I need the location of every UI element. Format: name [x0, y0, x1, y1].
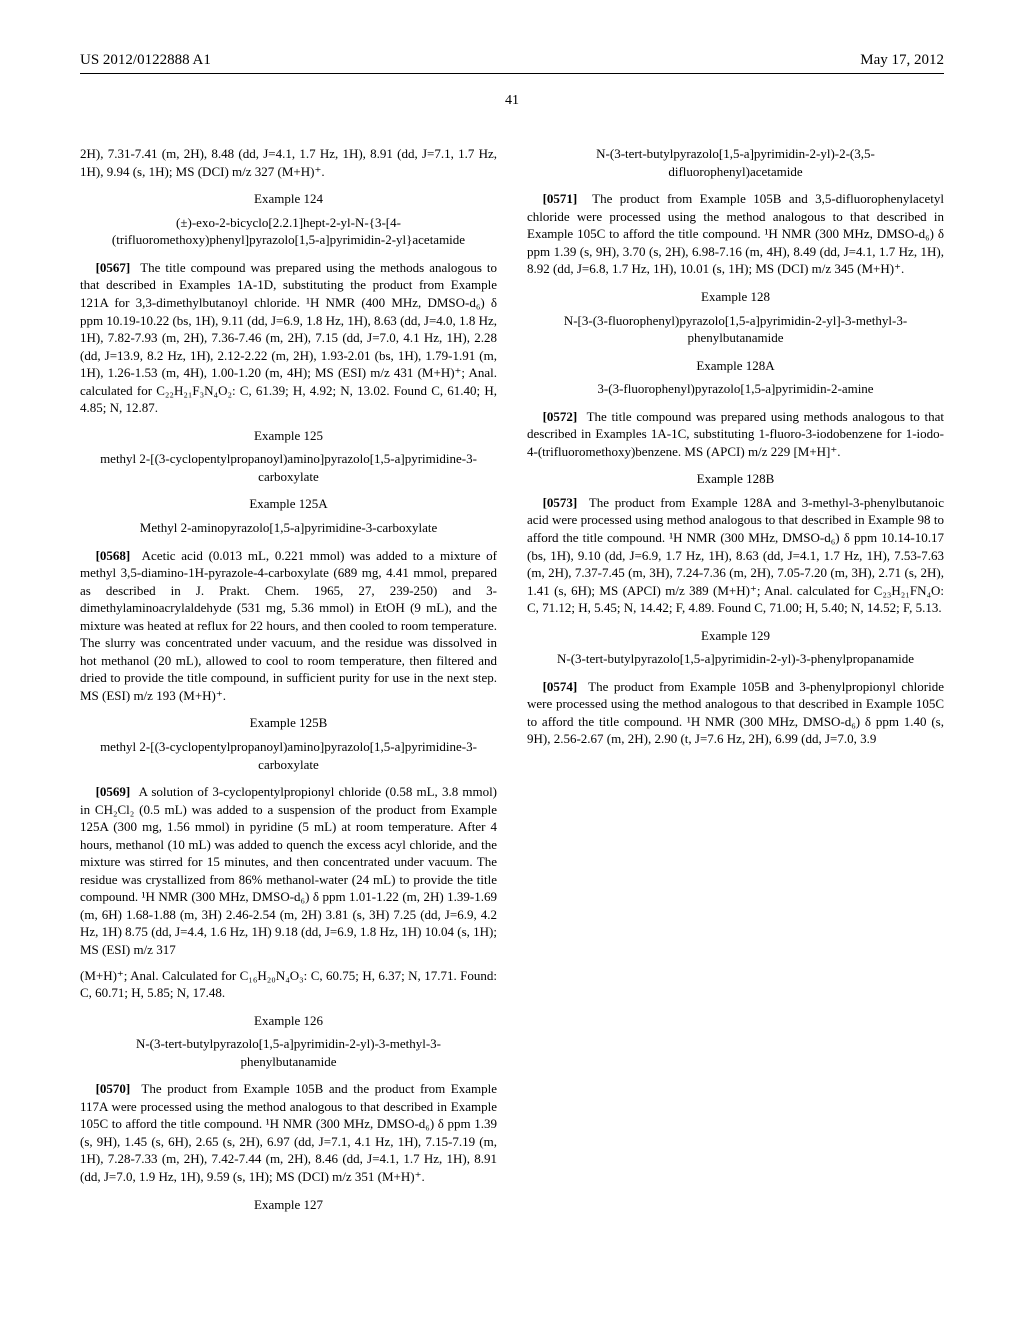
example-title: N-(3-tert-butylpyrazolo[1,5-a]pyrimidin-… — [80, 1035, 497, 1070]
paragraph-0569: [0569] A solution of 3-cyclopentylpropio… — [80, 783, 497, 958]
para-text: The product from Example 128A and 3-meth… — [527, 495, 944, 615]
para-number: [0568] — [96, 548, 131, 563]
example-title: 3-(3-fluorophenyl)pyrazolo[1,5-a]pyrimid… — [527, 380, 944, 398]
example-heading: Example 125A — [80, 495, 497, 513]
publication-number: US 2012/0122888 A1 — [80, 50, 211, 70]
para-text: The product from Example 105B and the pr… — [80, 1081, 497, 1184]
paragraph-0573: [0573] The product from Example 128A and… — [527, 494, 944, 617]
example-heading: Example 125B — [80, 714, 497, 732]
example-heading: Example 128 — [527, 288, 944, 306]
example-heading: Example 129 — [527, 627, 944, 645]
paragraph-0567: [0567] The title compound was prepared u… — [80, 259, 497, 417]
publication-date: May 17, 2012 — [860, 50, 944, 70]
example-title: Methyl 2-aminopyrazolo[1,5-a]pyrimidine-… — [80, 519, 497, 537]
example-title: methyl 2-[(3-cyclopentylpropanoyl)amino]… — [80, 450, 497, 485]
paragraph-0572: [0572] The title compound was prepared u… — [527, 408, 944, 461]
paragraph-0574: [0574] The product from Example 105B and… — [527, 678, 944, 748]
para-number: [0572] — [543, 409, 578, 424]
para-number: [0567] — [96, 260, 131, 275]
example-heading: Example 124 — [80, 190, 497, 208]
para-number: [0570] — [96, 1081, 131, 1096]
example-heading: Example 128A — [527, 357, 944, 375]
example-heading: Example 125 — [80, 427, 497, 445]
para-text: A solution of 3-cyclopentylpropionyl chl… — [80, 784, 497, 957]
paragraph-0568: [0568] Acetic acid (0.013 mL, 0.221 mmol… — [80, 547, 497, 705]
paragraph-0571: [0571] The product from Example 105B and… — [527, 190, 944, 278]
example-title: N-(3-tert-butylpyrazolo[1,5-a]pyrimidin-… — [527, 145, 944, 180]
page-header: US 2012/0122888 A1 May 17, 2012 — [80, 50, 944, 74]
two-column-body: 2H), 7.31-7.41 (m, 2H), 8.48 (dd, J=4.1,… — [80, 145, 944, 1245]
continuation-fragment: (M+H)⁺; Anal. Calculated for C₁₆H₂₀N₄O₃:… — [80, 967, 497, 1002]
para-text: The title compound was prepared using me… — [527, 409, 944, 459]
para-number: [0569] — [96, 784, 131, 799]
example-title: N-(3-tert-butylpyrazolo[1,5-a]pyrimidin-… — [527, 650, 944, 668]
para-number: [0571] — [543, 191, 578, 206]
para-text: The title compound was prepared using th… — [80, 260, 497, 415]
para-text: Acetic acid (0.013 mL, 0.221 mmol) was a… — [80, 548, 497, 703]
example-title: (±)-exo-2-bicyclo[2.2.1]hept-2-yl-N-{3-[… — [80, 214, 497, 249]
example-heading: Example 128B — [527, 470, 944, 488]
paragraph-0570: [0570] The product from Example 105B and… — [80, 1080, 497, 1185]
page-number: 41 — [80, 92, 944, 111]
patent-page: US 2012/0122888 A1 May 17, 2012 41 2H), … — [0, 0, 1024, 1320]
example-heading: Example 127 — [80, 1196, 497, 1214]
para-text: The product from Example 105B and 3,5-di… — [527, 191, 944, 276]
example-heading: Example 126 — [80, 1012, 497, 1030]
example-title: N-[3-(3-fluorophenyl)pyrazolo[1,5-a]pyri… — [527, 312, 944, 347]
para-number: [0573] — [543, 495, 578, 510]
para-number: [0574] — [543, 679, 578, 694]
continuation-fragment: 2H), 7.31-7.41 (m, 2H), 8.48 (dd, J=4.1,… — [80, 145, 497, 180]
example-title: methyl 2-[(3-cyclopentylpropanoyl)amino]… — [80, 738, 497, 773]
para-text: The product from Example 105B and 3-phen… — [527, 679, 944, 747]
